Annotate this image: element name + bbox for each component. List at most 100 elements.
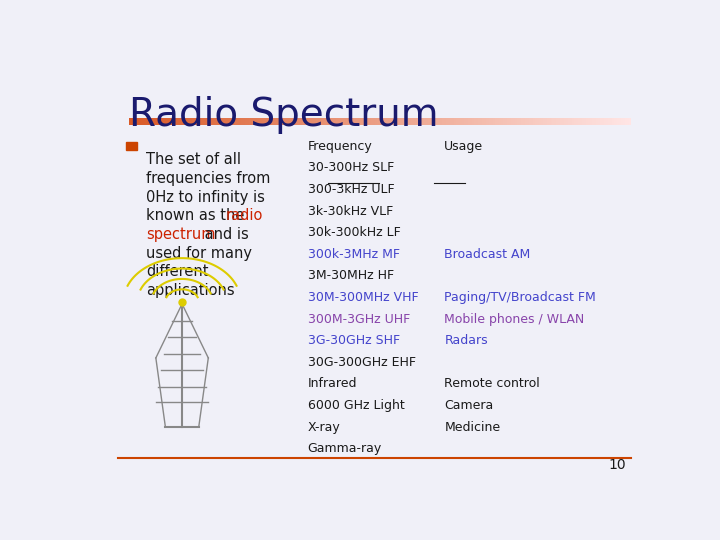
Text: used for many: used for many [145,246,252,261]
Text: frequencies from: frequencies from [145,171,270,186]
Bar [629,118,631,125]
Bar [444,118,446,125]
Bar [292,118,294,125]
Bar [566,118,568,125]
Bar [375,118,377,125]
Bar [126,141,138,150]
Bar [505,118,507,125]
Bar [294,118,297,125]
Bar [428,118,431,125]
Bar [364,118,365,125]
Bar [369,118,372,125]
Bar [425,118,426,125]
Text: Medicine: Medicine [444,421,500,434]
Bar [399,118,401,125]
Bar [358,118,359,125]
Bar [174,118,176,125]
Bar [373,118,375,125]
Bar [276,118,279,125]
Bar [452,118,454,125]
Bar [233,118,235,125]
Bar [423,118,425,125]
Bar [624,118,626,125]
Bar [515,118,517,125]
Bar [137,118,139,125]
Bar [501,118,503,125]
Text: Frequency: Frequency [307,140,372,153]
Bar [225,118,228,125]
Bar [182,118,184,125]
Bar [450,118,452,125]
Bar [603,118,606,125]
Bar [186,118,188,125]
Bar [228,118,230,125]
Bar [529,118,531,125]
Bar [230,118,231,125]
Bar [523,118,525,125]
Bar [574,118,576,125]
Bar [314,118,316,125]
Bar [440,118,442,125]
Bar [168,118,171,125]
Bar [145,118,147,125]
Bar [166,118,168,125]
Text: Mobile phones / WLAN: Mobile phones / WLAN [444,313,585,326]
Bar [161,118,163,125]
Bar [367,118,369,125]
Text: applications: applications [145,283,235,298]
Bar [224,118,225,125]
Bar [511,118,513,125]
Bar [184,118,186,125]
Bar [383,118,385,125]
Bar [200,118,202,125]
Bar [476,118,477,125]
Bar [153,118,155,125]
Bar [361,118,364,125]
Bar [549,118,551,125]
Bar [365,118,367,125]
Bar [359,118,361,125]
Bar [259,118,261,125]
Bar [517,118,519,125]
Bar [584,118,586,125]
Bar [596,118,598,125]
Bar [334,118,336,125]
Text: radio: radio [225,208,263,223]
Text: known as the: known as the [145,208,249,223]
Text: 3k-30kHz VLF: 3k-30kHz VLF [307,205,393,218]
Bar [442,118,444,125]
Bar [477,118,480,125]
Bar [448,118,450,125]
Bar [354,118,356,125]
Bar [172,118,174,125]
Bar [519,118,521,125]
Bar [284,118,287,125]
Bar [267,118,269,125]
Bar [434,118,436,125]
Text: 300M-3GHz UHF: 300M-3GHz UHF [307,313,410,326]
Bar [342,118,343,125]
Bar [611,118,613,125]
Bar [554,118,557,125]
Bar [249,118,251,125]
Bar [401,118,402,125]
Text: 3M-30MHz HF: 3M-30MHz HF [307,269,394,282]
Bar [346,118,348,125]
Bar [482,118,484,125]
Bar [265,118,267,125]
Bar [155,118,157,125]
Bar [610,118,611,125]
Bar [600,118,602,125]
Text: Broadcast AM: Broadcast AM [444,248,531,261]
Bar [438,118,440,125]
Bar [247,118,249,125]
Bar [415,118,417,125]
Bar [239,118,241,125]
Bar [578,118,580,125]
Bar [251,118,253,125]
Text: Infrared: Infrared [307,377,357,390]
Bar [141,118,143,125]
Bar [336,118,338,125]
Bar [487,118,490,125]
Bar [150,118,153,125]
